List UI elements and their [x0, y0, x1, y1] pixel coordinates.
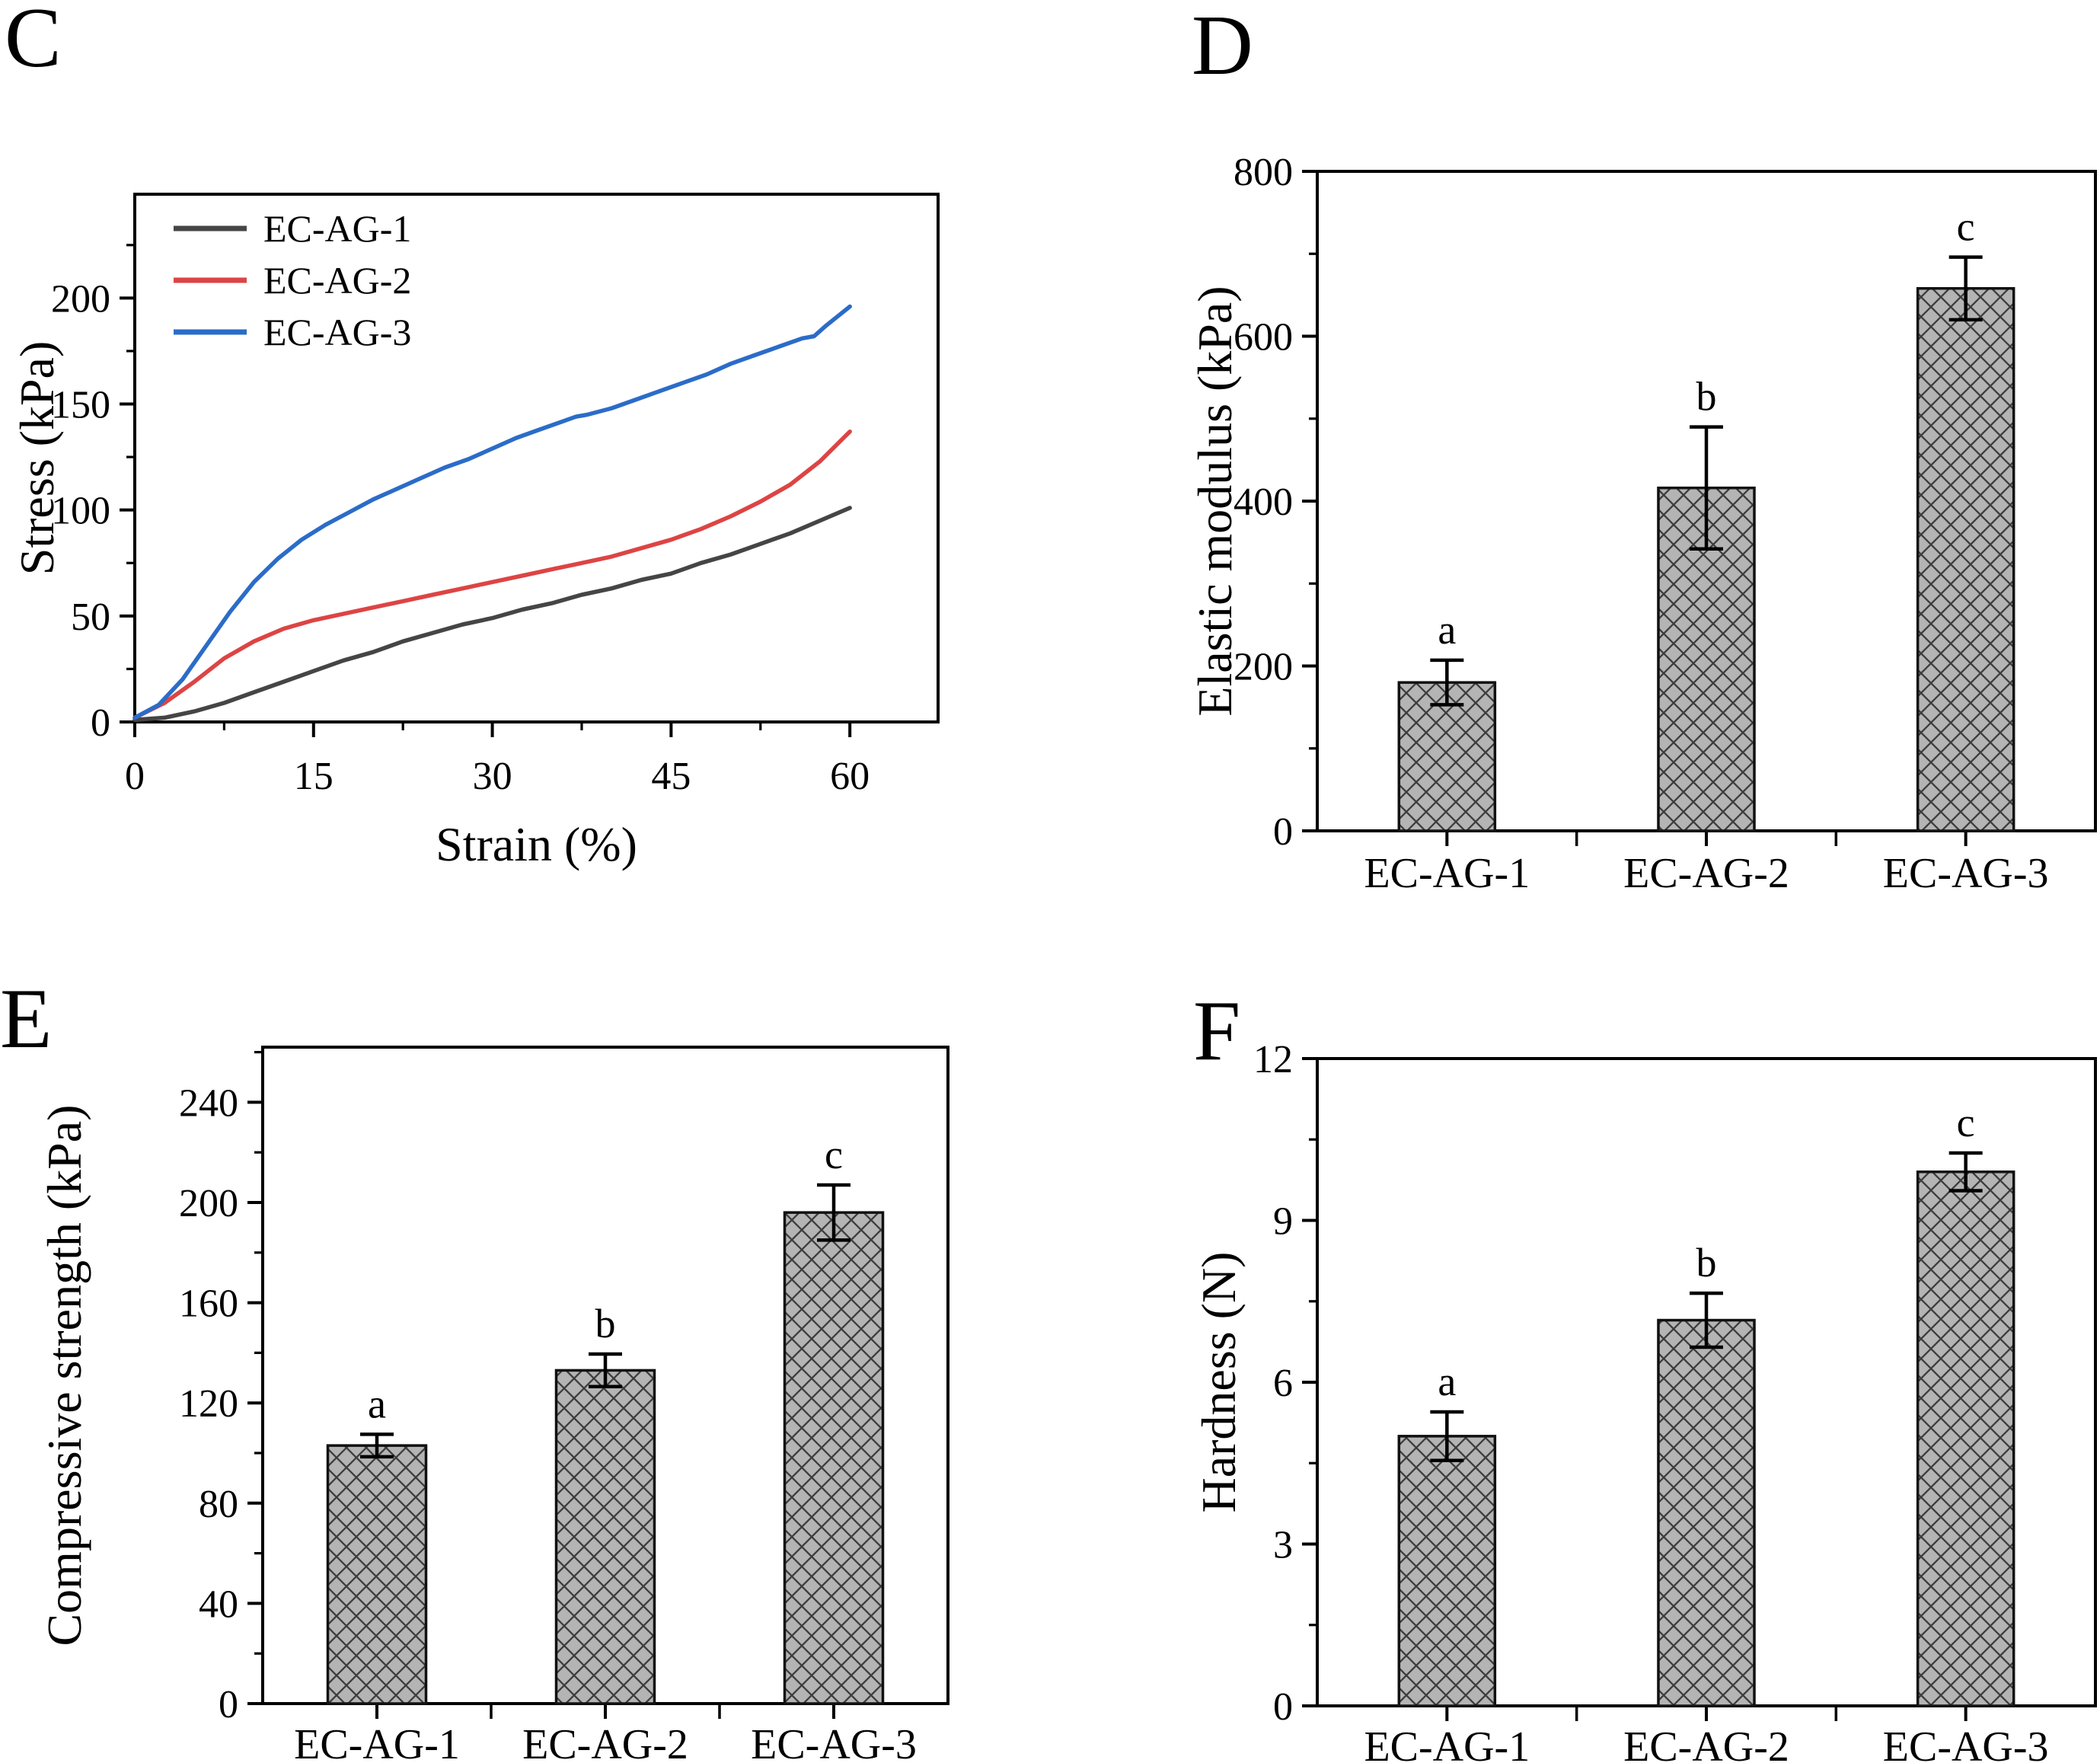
category-label: EC-AG-3 — [1883, 850, 2049, 897]
bar-ec-ag-2 — [554, 1369, 656, 1705]
category-label: EC-AG-1 — [1364, 1723, 1530, 1763]
curve-ec-ag-1 — [132, 506, 852, 722]
curve-ec-ag-3 — [132, 304, 852, 720]
legend-label: EC-AG-3 — [263, 311, 411, 353]
y-axis: 0 200 400 600 800 — [1234, 151, 1317, 854]
svg-text:800: 800 — [1234, 151, 1293, 194]
error-bar-ec-ag-2 — [1690, 1291, 1723, 1349]
bar-ec-ag-1 — [1397, 681, 1497, 832]
sig-letter: a — [1438, 1359, 1456, 1404]
error-bar-ec-ag-1 — [1430, 658, 1464, 707]
category-label: EC-AG-2 — [1623, 1723, 1789, 1763]
svg-text:0: 0 — [1273, 810, 1293, 854]
sig-letter: c — [1957, 204, 1975, 250]
svg-text:50: 50 — [71, 596, 110, 639]
svg-text:0: 0 — [91, 701, 110, 745]
error-bar-ec-ag-1 — [360, 1432, 394, 1459]
category-label: EC-AG-1 — [294, 1721, 460, 1763]
stress-strain-line-chart: 0 50 100 150 200 0 15 30 45 60 Stress (kPa) Strain … — [10, 193, 940, 871]
y-axis-title: Compressive strength (kPa) — [37, 1105, 91, 1646]
bar-ec-ag-1 — [326, 1444, 428, 1705]
sig-letter: b — [1696, 1240, 1717, 1286]
bar-ec-ag-3 — [1916, 286, 2015, 832]
svg-text:30: 30 — [473, 755, 512, 798]
svg-text:200: 200 — [1234, 646, 1293, 689]
sig-letter: b — [595, 1301, 616, 1346]
svg-text:0: 0 — [1273, 1685, 1293, 1729]
svg-text:0: 0 — [125, 755, 145, 798]
x-axis: EC-AG-1 EC-AG-2 EC-AG-3 — [294, 1704, 917, 1763]
svg-text:60: 60 — [830, 755, 870, 798]
svg-text:6: 6 — [1273, 1362, 1293, 1405]
panel-letter-c: C — [5, 0, 62, 85]
legend: EC-AG-1 EC-AG-2 EC-AG-3 — [174, 207, 411, 353]
svg-text:15: 15 — [294, 755, 334, 798]
hardness-bar-chart: 0 3 6 9 12 Hardness (N) EC-AG-1 EC-AG-2 EC-AG-3 a… — [1192, 1038, 2097, 1763]
error-bar-ec-ag-2 — [1690, 425, 1723, 551]
category-label: EC-AG-3 — [1883, 1723, 2049, 1763]
error-bar-ec-ag-2 — [589, 1352, 622, 1389]
svg-text:160: 160 — [179, 1282, 238, 1326]
y-axis: 0 3 6 9 12 — [1253, 1038, 1317, 1729]
error-bar-ec-ag-3 — [1948, 1151, 1983, 1193]
error-bar-ec-ag-1 — [1430, 1410, 1464, 1462]
bar-ec-ag-3 — [783, 1211, 885, 1705]
svg-text:150: 150 — [51, 384, 110, 427]
y-axis: 0 40 80 120 160 200 240 — [179, 1050, 263, 1726]
svg-text:0: 0 — [219, 1683, 238, 1726]
category-label: EC-AG-2 — [522, 1721, 688, 1763]
sig-letter: c — [825, 1132, 843, 1177]
sig-letter: b — [1696, 374, 1717, 420]
error-bar-ec-ag-3 — [817, 1183, 851, 1242]
panel-letter-e: E — [0, 972, 53, 1066]
svg-text:200: 200 — [51, 277, 110, 321]
svg-text:400: 400 — [1234, 481, 1293, 524]
panel-letter-d: D — [1192, 0, 1253, 93]
y-axis: 0 50 100 150 200 — [51, 244, 135, 745]
compressive-strength-bar-chart: 0 40 80 120 160 200 240 Compressive strength (k… — [37, 1046, 949, 1763]
svg-text:200: 200 — [179, 1182, 238, 1225]
panel-letter-f: F — [1193, 984, 1241, 1078]
y-axis-title: Elastic modulus (kPa) — [1188, 286, 1242, 716]
bar-ec-ag-2 — [1657, 1318, 1756, 1707]
svg-text:240: 240 — [179, 1081, 238, 1125]
bar-ec-ag-3 — [1916, 1171, 2015, 1707]
svg-text:100: 100 — [51, 490, 110, 533]
svg-text:40: 40 — [199, 1583, 238, 1626]
curve-ec-ag-2 — [132, 429, 852, 720]
x-axis: EC-AG-1 EC-AG-2 EC-AG-3 — [1364, 831, 2049, 897]
y-axis-title: Stress (kPa) — [10, 341, 64, 576]
sig-letter: a — [368, 1381, 386, 1426]
category-label: EC-AG-3 — [751, 1721, 917, 1763]
svg-text:9: 9 — [1273, 1200, 1293, 1244]
y-axis-title: Hardness (N) — [1192, 1252, 1246, 1513]
x-axis: EC-AG-1 EC-AG-2 EC-AG-3 — [1364, 1706, 2049, 1763]
sig-letter: c — [1957, 1100, 1975, 1145]
x-axis-title: Strain (%) — [436, 817, 637, 871]
svg-text:12: 12 — [1253, 1038, 1293, 1081]
svg-text:600: 600 — [1234, 316, 1293, 359]
elastic-modulus-bar-chart: 0 200 400 600 800 Elastic modulus (kPa) EC-AG-… — [1188, 151, 2097, 897]
legend-label: EC-AG-1 — [263, 207, 411, 250]
error-bar-ec-ag-3 — [1948, 255, 1983, 322]
bar-ec-ag-1 — [1397, 1435, 1497, 1707]
category-label: EC-AG-2 — [1623, 850, 1789, 897]
legend-label: EC-AG-2 — [263, 259, 411, 302]
sig-letter: a — [1438, 607, 1456, 653]
svg-text:45: 45 — [651, 755, 691, 798]
svg-text:80: 80 — [199, 1483, 238, 1526]
svg-text:3: 3 — [1273, 1524, 1293, 1567]
x-axis: 0 15 30 45 60 — [125, 722, 870, 798]
category-label: EC-AG-1 — [1364, 850, 1530, 897]
svg-text:120: 120 — [179, 1382, 238, 1426]
